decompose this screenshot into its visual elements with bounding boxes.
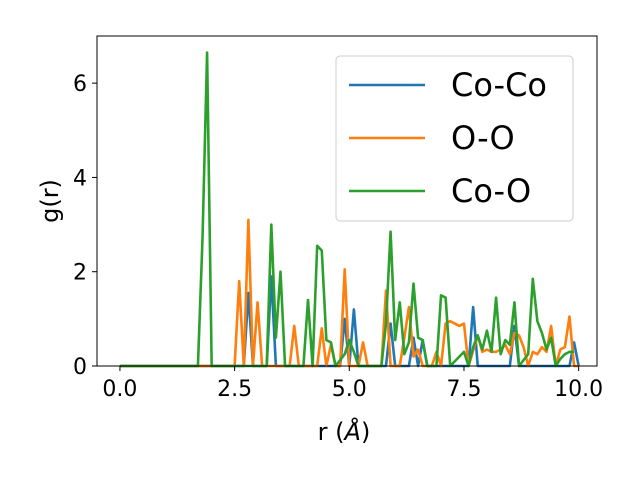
x-tick-label: 10.0 xyxy=(554,377,603,402)
legend-label-co-co: Co-Co xyxy=(451,66,547,104)
y-axis-ticks: 0 2 4 6 xyxy=(73,72,97,380)
plot-frame xyxy=(96,35,598,367)
x-tick-label: 5.0 xyxy=(332,377,367,402)
x-tick-label: 2.5 xyxy=(217,377,252,402)
x-axis-ticks: 0.0 2.5 5.0 7.5 10.0 xyxy=(102,366,603,402)
legend-box xyxy=(335,55,574,222)
y-tick-label: 2 xyxy=(73,261,87,286)
y-tick-label: 6 xyxy=(73,72,87,97)
legend-label-co-o: Co-O xyxy=(451,172,531,210)
y-axis-label: g(r) xyxy=(36,179,64,223)
legend-label-o-o: O-O xyxy=(451,119,515,157)
legend: Co-Co O-O Co-O xyxy=(335,55,574,222)
y-tick-label: 0 xyxy=(73,355,87,380)
y-tick-label: 4 xyxy=(73,166,87,191)
x-tick-label: 7.5 xyxy=(446,377,481,402)
x-tick-label: 0.0 xyxy=(102,377,137,402)
x-axis-label: r (Å) xyxy=(318,417,371,446)
